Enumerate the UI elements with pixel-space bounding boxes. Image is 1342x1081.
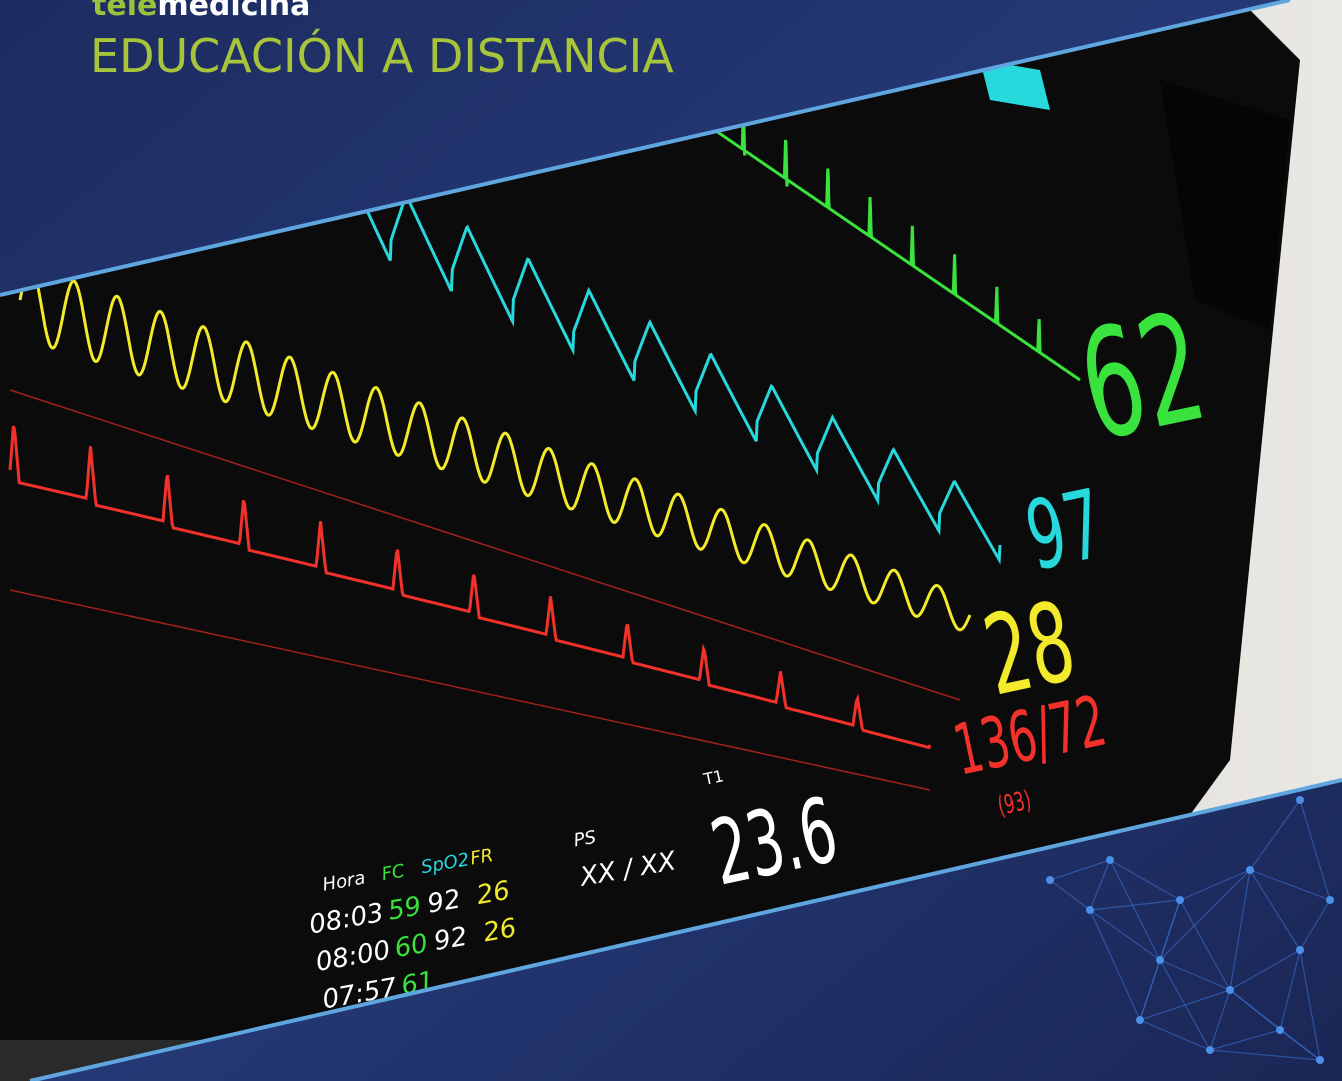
network-link: [1209, 1029, 1281, 1051]
network-node: [1136, 1016, 1144, 1024]
table-header: FR: [469, 845, 495, 870]
network-link: [1279, 1029, 1321, 1061]
network-link: [1229, 869, 1251, 991]
vital-reading: 23.6: [703, 778, 846, 906]
network-link: [1089, 859, 1111, 911]
network-node: [1176, 896, 1184, 904]
network-link: [1209, 1049, 1321, 1061]
network-node: [1086, 906, 1094, 914]
network-link: [1299, 799, 1331, 901]
network-link: [1109, 859, 1161, 961]
monitor-indicator: [980, 60, 1050, 110]
trace-line: [9, 589, 931, 791]
band-edge: [0, 0, 1291, 297]
network-link: [1249, 799, 1301, 871]
network-node: [1226, 986, 1234, 994]
waveform: [328, 160, 1002, 565]
network-link: [1089, 909, 1161, 961]
monitor-label: [1160, 80, 1290, 330]
network-link: [1089, 899, 1181, 911]
table-cell: 60: [392, 929, 430, 964]
brand: telemedicina: [92, 0, 310, 23]
brand-prefix: tele: [92, 0, 157, 23]
network-node: [1296, 946, 1304, 954]
network-link: [1179, 899, 1231, 991]
network-node: [1316, 1056, 1324, 1064]
network-link: [1139, 1019, 1211, 1051]
network-link: [1299, 899, 1331, 951]
network-link: [1249, 869, 1331, 901]
network-link: [1299, 949, 1321, 1061]
network-node: [1276, 1026, 1284, 1034]
network-node: [1156, 956, 1164, 964]
network-node: [1206, 1046, 1214, 1054]
monitor-screen: [0, 0, 1300, 1081]
subtitle: EDUCACIÓN A DISTANCIA: [90, 29, 674, 83]
network-link: [1049, 859, 1111, 881]
network-link: [1249, 869, 1301, 951]
network-node: [1296, 796, 1304, 804]
table-header: PS: [572, 827, 598, 852]
network-node: [1046, 876, 1054, 884]
network-node: [1246, 866, 1254, 874]
waveform: [8, 425, 932, 750]
network-link: [1139, 959, 1161, 1021]
network-link: [1279, 949, 1301, 1031]
vital-reading: (93): [995, 786, 1034, 822]
network-link: [1089, 909, 1141, 1021]
table-cell: 26: [474, 876, 512, 911]
waveform: [18, 264, 972, 632]
table-cell: 92: [432, 922, 470, 957]
temp-label: T1: [701, 766, 725, 789]
network-link: [1139, 989, 1231, 1021]
network-link: [1049, 879, 1091, 911]
table-cell: 26: [481, 913, 519, 948]
network-link: [1179, 869, 1251, 901]
network-link: [1229, 949, 1301, 991]
trace-line: [9, 389, 961, 701]
table-cell: 59: [386, 891, 424, 926]
waveforms: [8, 78, 1081, 791]
network-link: [1159, 959, 1231, 991]
network-node: [1326, 896, 1334, 904]
network-node: [1106, 856, 1114, 864]
network-link: [1209, 989, 1231, 1051]
brand-suffix: medicina: [157, 0, 310, 23]
network-decoration: [1046, 796, 1334, 1064]
waveform: [698, 78, 1081, 382]
table-header: FC: [380, 861, 407, 886]
network-link: [1159, 869, 1251, 961]
band-edge: [29, 778, 1342, 1081]
table-cell: 92: [425, 884, 463, 919]
network-link: [1109, 859, 1181, 901]
